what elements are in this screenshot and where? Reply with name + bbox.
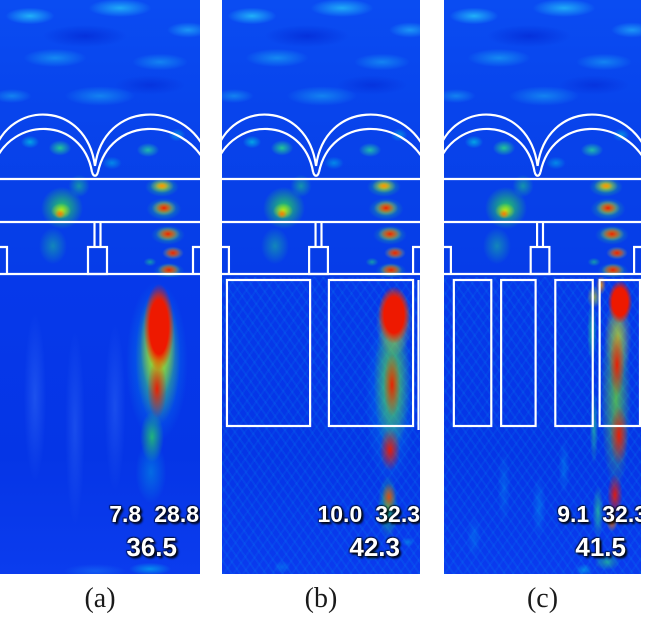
annotation-value-right: 32.3 bbox=[602, 501, 641, 527]
heatmap-panel-b: 10.0 32.3 42.3 bbox=[222, 0, 420, 574]
structure-outline-b bbox=[222, 113, 420, 430]
annotation-total-c: 41.5 bbox=[575, 532, 626, 562]
annotation-total-a: 36.5 bbox=[126, 532, 177, 562]
panel-caption-c: (c) bbox=[526, 583, 559, 614]
annotation-value-left: 9.1 bbox=[557, 501, 590, 527]
structure-outline-a bbox=[0, 113, 200, 276]
annotation-value-left: 7.8 bbox=[109, 501, 142, 527]
annotation-value-right: 28.8 bbox=[154, 501, 199, 527]
structure-outline-c bbox=[444, 113, 641, 428]
annotation-value-left: 10.0 bbox=[317, 501, 363, 527]
panel-caption-a: (a) bbox=[84, 583, 116, 614]
heatmap-field-lower-a bbox=[0, 277, 200, 574]
annotation-values-b: 10.0 32.3 bbox=[317, 501, 420, 528]
annotation-values-a: 7.8 28.8 bbox=[109, 501, 199, 528]
annotation-total-b: 42.3 bbox=[349, 532, 400, 562]
annotation-value-right: 32.3 bbox=[375, 501, 420, 527]
panel-caption-b: (b) bbox=[304, 583, 338, 614]
heatmap-panel-a: 7.8 28.8 36.5 bbox=[0, 0, 200, 574]
annotation-values-c: 9.1 32.3 bbox=[557, 501, 641, 528]
heatmap-panel-c: 9.1 32.3 41.5 bbox=[444, 0, 641, 574]
